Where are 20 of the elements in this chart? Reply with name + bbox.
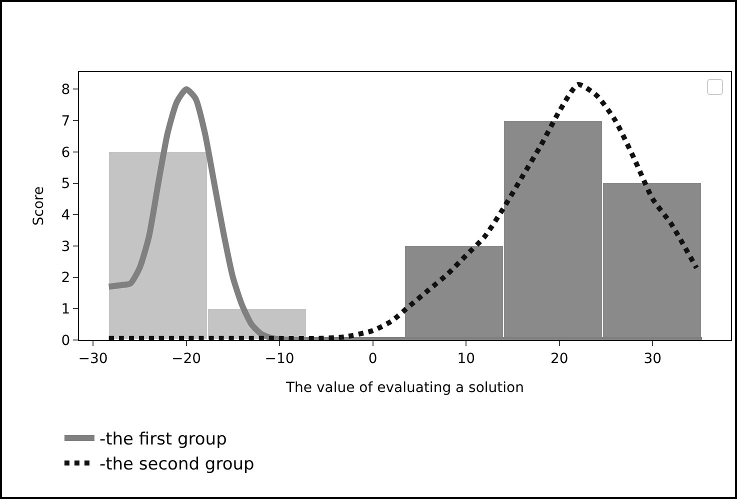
x-tick-label: −30 bbox=[78, 350, 108, 367]
y-tick-label: 4 bbox=[61, 208, 70, 224]
y-tick-label: 0 bbox=[61, 332, 70, 349]
y-tick-label: 2 bbox=[61, 270, 70, 286]
y-tick-label: 3 bbox=[61, 238, 70, 255]
x-tick-label: 10 bbox=[457, 350, 476, 367]
y-tick-label: 1 bbox=[61, 302, 70, 318]
y-tick-label: 8 bbox=[61, 82, 70, 98]
y-tick-label: 5 bbox=[61, 176, 70, 192]
x-tick-label: 0 bbox=[368, 350, 378, 367]
x-tick-label: −20 bbox=[171, 350, 202, 367]
y-tick-label: 6 bbox=[61, 144, 70, 161]
x-tick-label: 30 bbox=[644, 350, 662, 367]
x-tick-label: 20 bbox=[550, 350, 568, 367]
legend-label: -the second group bbox=[99, 454, 254, 475]
legend-label: -the first group bbox=[99, 430, 227, 450]
x-tick-label: −10 bbox=[264, 350, 294, 367]
y-tick-label: 7 bbox=[61, 113, 70, 130]
x-axis-title: The value of evaluating a solution bbox=[285, 380, 524, 396]
y-axis-title: Score bbox=[30, 186, 47, 226]
